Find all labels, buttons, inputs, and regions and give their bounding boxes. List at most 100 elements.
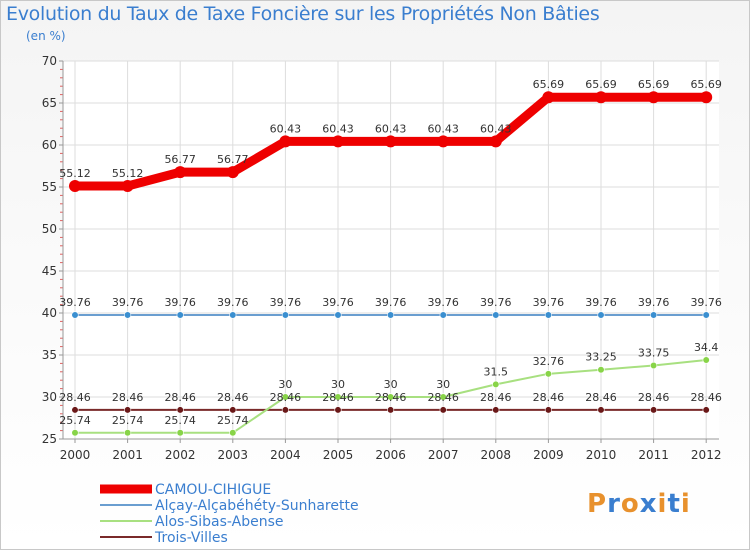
x-tick-label: 2002: [165, 448, 196, 462]
y-tick-label: 45: [42, 264, 57, 278]
legend-label: Alçay-Alçabéhéty-Sunharette: [155, 498, 359, 514]
data-point: [279, 135, 292, 148]
data-label: 60.43: [375, 122, 407, 135]
data-point: [229, 311, 237, 319]
data-point: [597, 406, 605, 414]
data-point: [439, 393, 447, 401]
y-tick-label: 55: [42, 180, 57, 194]
data-label: 32.76: [533, 355, 565, 368]
data-label: 33.75: [638, 347, 670, 360]
y-tick-label: 50: [42, 222, 57, 236]
data-point: [332, 135, 344, 148]
data-label: 39.76: [217, 296, 249, 309]
data-label: 28.46: [585, 391, 617, 404]
data-label: 39.76: [322, 296, 354, 309]
data-point: [123, 311, 132, 319]
logo-letter: i: [657, 489, 668, 519]
data-label: 30: [278, 378, 292, 391]
data-point: [702, 406, 710, 414]
y-tick-label: 70: [42, 54, 57, 68]
x-tick-label: 2009: [533, 448, 564, 462]
data-point: [281, 393, 290, 401]
logo-letter: t: [667, 489, 681, 519]
data-point: [334, 393, 342, 401]
x-tick-label: 2003: [218, 448, 249, 462]
data-label: 25.74: [217, 414, 249, 427]
data-label: 28.46: [322, 391, 354, 404]
data-label: 34.4: [694, 341, 719, 354]
legend-label: CAMOU-CIHIGUE: [155, 482, 271, 498]
y-axis-unit: (en %): [26, 29, 66, 43]
x-tick-label: 2000: [60, 448, 91, 462]
data-label: 65.69: [533, 78, 565, 91]
data-label: 39.76: [59, 296, 91, 309]
data-point: [281, 311, 290, 319]
y-tick-label: 30: [42, 390, 57, 404]
data-label: 33.25: [585, 351, 617, 364]
data-label: 39.76: [270, 296, 302, 309]
data-point: [492, 406, 500, 414]
data-label: 39.76: [638, 296, 670, 309]
data-point: [387, 393, 395, 401]
data-label: 28.46: [427, 391, 459, 404]
y-tick-label: 65: [42, 96, 57, 110]
legend-label: Trois-Villes: [154, 530, 228, 546]
data-label: 56.77: [164, 153, 196, 166]
y-tick-label: 60: [42, 138, 57, 152]
data-point: [334, 406, 342, 414]
data-point: [176, 406, 184, 414]
data-point: [544, 311, 553, 319]
logo-letter: x: [639, 489, 658, 519]
data-label: 30: [436, 378, 450, 391]
proxiti-logo: Proxiti: [587, 489, 691, 519]
data-point: [176, 311, 184, 319]
data-point: [542, 91, 555, 104]
data-point: [281, 406, 290, 414]
data-label: 25.74: [164, 414, 196, 427]
x-tick-label: 2007: [428, 448, 459, 462]
data-point: [439, 406, 447, 414]
data-point: [544, 370, 553, 378]
y-tick-label: 40: [42, 306, 57, 320]
data-label: 28.46: [480, 391, 512, 404]
x-tick-label: 2005: [323, 448, 354, 462]
data-label: 55.12: [112, 167, 144, 180]
data-label: 39.76: [533, 296, 565, 309]
data-label: 25.74: [112, 414, 144, 427]
data-point: [229, 406, 237, 414]
x-tick-label: 2011: [638, 448, 669, 462]
data-point: [226, 166, 239, 179]
data-point: [597, 366, 605, 374]
data-label: 39.76: [375, 296, 407, 309]
data-point: [334, 311, 342, 319]
data-label: 30: [384, 378, 398, 391]
data-point: [437, 135, 450, 148]
data-point: [121, 179, 134, 192]
data-label: 28.46: [690, 391, 722, 404]
x-tick-label: 2006: [375, 448, 406, 462]
data-label: 30: [331, 378, 345, 391]
data-label: 28.46: [164, 391, 196, 404]
chart-title: Evolution du Taux de Taxe Foncière sur l…: [6, 3, 600, 25]
data-label: 31.5: [484, 365, 509, 378]
data-label: 39.76: [585, 296, 617, 309]
data-point: [492, 311, 500, 319]
data-point: [595, 91, 607, 104]
data-label: 56.77: [217, 153, 249, 166]
data-point: [71, 311, 79, 319]
data-label: 60.43: [270, 122, 302, 135]
data-point: [176, 429, 184, 437]
data-label: 28.46: [270, 391, 302, 404]
data-point: [544, 406, 553, 414]
x-tick-label: 2012: [691, 448, 722, 462]
logo-letter: o: [620, 489, 640, 519]
data-label: 39.76: [690, 296, 722, 309]
data-label: 65.69: [690, 78, 722, 91]
data-label: 28.46: [217, 391, 249, 404]
data-point: [647, 91, 660, 104]
data-point: [71, 429, 79, 437]
data-point: [597, 311, 605, 319]
data-point: [123, 406, 132, 414]
data-point: [387, 406, 395, 414]
